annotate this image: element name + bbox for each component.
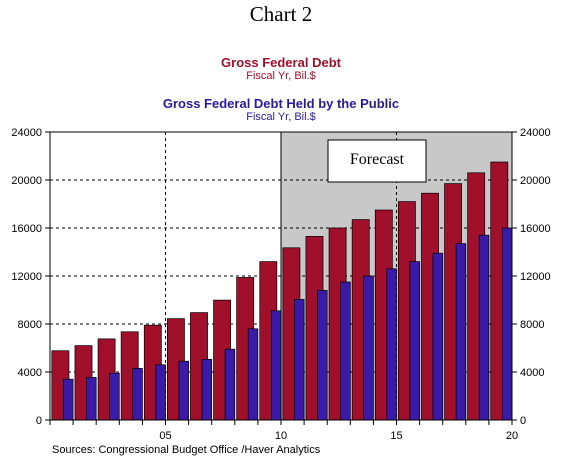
bar-debt-held-by-public [132, 368, 143, 421]
y-tick-label-right: 24000 [520, 127, 551, 139]
bar-debt-held-by-public [178, 360, 189, 421]
forecast-label: Forecast [350, 151, 405, 168]
bars [51, 161, 513, 421]
series2-title: Gross Federal Debt Held by the Public [162, 96, 400, 111]
forecast-annotation: Forecast [327, 139, 427, 183]
y-tick-label-right: 0 [520, 415, 526, 427]
bar-debt-held-by-public [63, 378, 74, 421]
y-tick-label-right: 12000 [520, 271, 551, 283]
bar-debt-held-by-public [224, 348, 236, 421]
bar-debt-held-by-public [270, 310, 282, 421]
bar-debt-held-by-public [155, 364, 166, 421]
bar-debt-held-by-public [363, 275, 374, 421]
y-tick-label-left: 24000 [11, 127, 42, 139]
forecast-box [327, 139, 427, 183]
bar-debt-held-by-public [409, 261, 420, 421]
bar-debt-held-by-public [432, 252, 444, 421]
bar-debt-held-by-public [317, 290, 328, 421]
y-tick-label-left: 4000 [18, 367, 42, 379]
y-tick-label-left: 0 [36, 415, 42, 427]
x-tick-label: 20 [506, 430, 518, 442]
bar-debt-held-by-public [386, 268, 397, 421]
x-tick-label: 15 [390, 430, 402, 442]
series2-unit: Fiscal Yr, Bil.$ [246, 111, 316, 123]
bar-debt-held-by-public [247, 328, 259, 421]
bar-debt-held-by-public [201, 359, 213, 421]
y-tick-label-left: 16000 [11, 223, 42, 235]
bar-debt-held-by-public [455, 243, 467, 421]
y-tick-label-left: 8000 [18, 319, 42, 331]
bar-debt-held-by-public [294, 299, 305, 421]
x-tick-label: 10 [275, 430, 287, 442]
chart-title: Chart 2 [249, 2, 313, 26]
bar-debt-held-by-public [501, 227, 513, 421]
series1-unit: Fiscal Yr, Bil.$ [246, 70, 316, 82]
y-tick-label-right: 8000 [520, 319, 544, 331]
x-tick-label: 05 [159, 430, 171, 442]
y-tick-label-right: 20000 [520, 175, 551, 187]
bar-debt-held-by-public [478, 234, 490, 421]
bar-debt-held-by-public [86, 377, 97, 421]
bar-debt-held-by-public [109, 372, 120, 421]
y-tick-label-left: 20000 [11, 175, 42, 187]
y-tick-label-right: 16000 [520, 223, 551, 235]
series1-title: Gross Federal Debt [221, 55, 341, 70]
source-note: Sources: Congressional Budget Office /Ha… [52, 444, 321, 456]
y-tick-label-left: 12000 [11, 271, 42, 283]
axes: 0 0 4000 4000 8000 8000 12000 12000 16000 16000 20… [11, 127, 550, 442]
y-tick-label-right: 4000 [520, 367, 544, 379]
bar-debt-held-by-public [340, 281, 351, 421]
